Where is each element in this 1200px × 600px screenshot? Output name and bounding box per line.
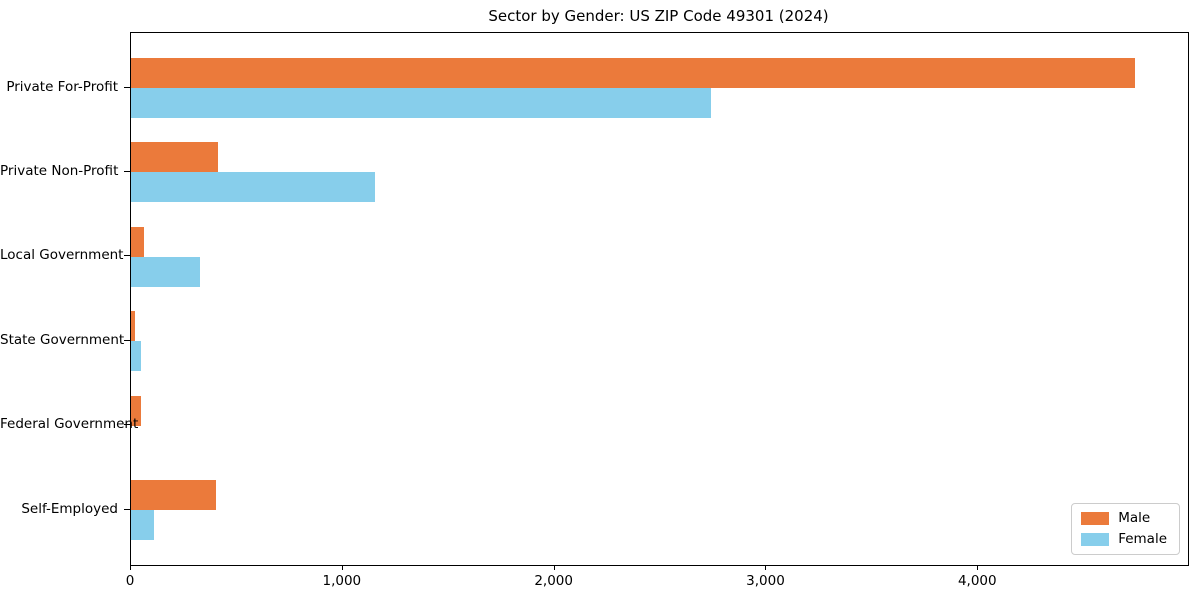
plot-area: Male Female (130, 32, 1189, 566)
y-tick-mark (124, 86, 130, 88)
x-tick-mark (977, 565, 979, 570)
bar-male-local-government (131, 226, 144, 257)
y-tick-mark (124, 424, 130, 426)
legend-label-female: Female (1118, 531, 1167, 547)
x-tick-label: 3,000 (746, 573, 785, 589)
bar-female-private-for-profit (131, 88, 712, 118)
legend-label-male: Male (1118, 510, 1151, 526)
y-tick-mark (124, 339, 130, 341)
bar-female-local-government (131, 256, 200, 287)
legend-item-male: Male (1081, 511, 1167, 526)
x-tick-mark (765, 565, 767, 570)
bar-male-private-for-profit (131, 58, 1136, 88)
y-tick-label-federal-government: Federal Government (0, 416, 139, 433)
bar-female-self-employed (131, 510, 155, 540)
x-tick-mark (341, 565, 343, 570)
x-tick-label: 0 (125, 573, 135, 589)
x-tick-mark (553, 565, 555, 570)
x-tick-label: 4,000 (957, 573, 997, 589)
y-tick-label-private-non-profit: Private Non-Profit (0, 162, 119, 179)
y-tick-mark (124, 170, 130, 172)
y-tick-mark (124, 255, 130, 257)
y-tick-mark (124, 508, 130, 510)
chart-title: Sector by Gender: US ZIP Code 49301 (202… (488, 7, 829, 25)
legend-swatch-male-icon (1081, 512, 1110, 525)
legend-item-female: Female (1081, 532, 1167, 547)
y-tick-label-state-government: State Government (0, 331, 125, 348)
bar-male-self-employed (131, 480, 216, 510)
legend-swatch-female-icon (1081, 533, 1110, 546)
y-tick-label-local-government: Local Government (0, 247, 124, 264)
y-tick-label-private-for-profit: Private For-Profit (6, 78, 118, 95)
x-tick-label: 1,000 (322, 573, 362, 589)
x-tick-mark (130, 565, 131, 570)
bar-male-federal-government (131, 395, 141, 426)
legend: Male Female (1071, 503, 1180, 555)
bar-female-state-government (131, 341, 141, 372)
y-tick-label-self-employed: Self-Employed (21, 500, 118, 517)
bar-male-state-government (131, 311, 136, 342)
x-tick-label: 2,000 (534, 573, 573, 589)
bar-male-private-non-profit (131, 142, 218, 173)
bar-female-private-non-profit (131, 172, 375, 203)
